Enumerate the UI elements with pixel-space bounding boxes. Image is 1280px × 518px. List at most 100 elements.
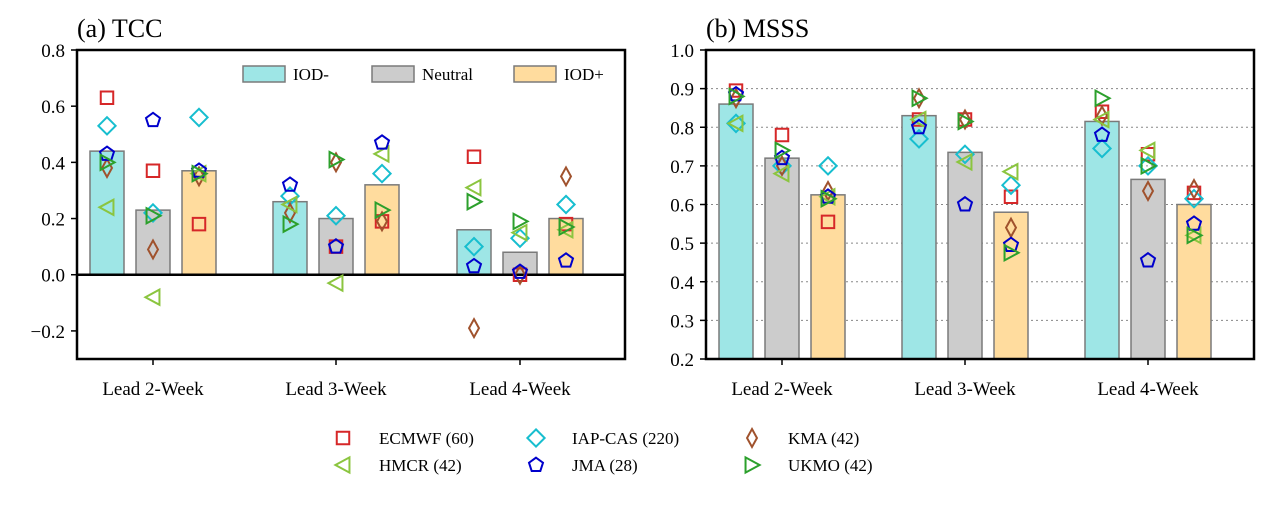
legend-label-iod: IOD+ [564,65,604,84]
tcc-xtick-label-0: Lead 2-Week [102,379,204,400]
msss-marker-iap-cas-iod-lead-4-week [1183,188,1205,209]
legend-marker-jma [527,456,545,472]
msss-bar-iod-lead-4-week [1176,203,1212,360]
msss-marker-ecmwf-iod-lead-2-week [820,214,836,230]
msss-ytick-label-7: 0.9 [670,80,694,101]
tcc-marker-jma-neutral-lead-3-week [327,238,345,254]
msss-marker-kma-neutral-lead-2-week [775,154,789,177]
msss-ytick-label-8: 1.0 [670,41,694,62]
legend-label-hmcr: HMCR (42) [379,456,462,475]
tcc-marker-ecmwf-iod-lead-4-week [466,149,482,164]
panel-msss: (b) MSSS 0.2 0.3 0.4 0.5 0.6 0.7 0.8 0.9 1.0 Lead… [670,14,1256,400]
legend-label-iap-cas: IAP-CAS (220) [572,429,679,448]
legend-marker-ecmwf [335,430,351,446]
tcc-marker-hmcr-neutral-lead-4-week [510,223,528,242]
msss-marker-iap-cas-iod-lead-2-week [817,155,839,176]
tcc-marker-jma-neutral-lead-2-week [144,111,162,128]
tcc-ytick-label-3: 0.4 [41,153,65,174]
tcc-bar-neutral-lead-3-week [318,217,354,276]
tcc-marker-hmcr-neutral-lead-2-week [143,287,161,307]
tcc-marker-ukmo-neutral-lead-4-week [512,212,530,231]
tcc-marker-jma-iod-lead-2-week [98,145,116,161]
tcc-xtick-label-2: Lead 4-Week [469,379,571,400]
tcc-xtick-label-1: Lead 3-Week [285,379,387,400]
legend-swatch-neutral [371,65,415,83]
tcc-marker-ukmo-iod-lead-3-week [282,214,300,234]
tcc-marker-ukmo-neutral-lead-3-week [328,150,346,169]
tcc-marker-hmcr-iod-lead-3-week [372,144,390,164]
tcc-marker-iap-cas-neutral-lead-3-week [325,205,347,226]
msss-marker-ukmo-neutral-lead-2-week [774,141,792,160]
tcc-marker-kma-neutral-lead-4-week [513,263,527,286]
tcc-marker-ukmo-iod-lead-4-week [558,217,576,237]
tcc-marker-ukmo-neutral-lead-2-week [145,206,163,226]
msss-xtick-label-0: Lead 2-Week [731,379,833,400]
legend-marker-hmcr [333,455,351,475]
msss-marker-iap-cas-iod-lead-4-week [1091,138,1113,159]
msss-bar-iod-lead-2-week [810,194,846,360]
tcc-marker-ukmo-iod-lead-4-week [466,192,484,211]
msss-marker-hmcr-iod-lead-2-week [726,114,744,133]
tcc-marker-iap-cas-iod-lead-4-week [555,194,577,215]
legend-label-neutral: Neutral [422,65,473,84]
msss-marker-ukmo-iod-lead-2-week [820,189,838,208]
tcc-marker-iap-cas-iod-lead-3-week [371,163,393,184]
msss-ytick-label-5: 0.7 [670,157,694,178]
msss-ytick-label-6: 0.8 [670,118,694,139]
msss-ytick-label-1: 0.3 [670,311,694,332]
tcc-marker-jma-iod-lead-4-week [557,252,575,268]
tcc-marker-jma-iod-lead-4-week [465,257,483,274]
msss-marker-ukmo-neutral-lead-3-week [957,112,975,131]
tcc-marker-jma-iod-lead-3-week [373,134,391,150]
msss-marker-ukmo-iod-lead-4-week [1186,226,1204,245]
tcc-marker-hmcr-iod-lead-4-week [556,220,574,240]
legend-marker-iap-cas [525,427,547,449]
msss-marker-iap-cas-iod-lead-3-week [908,128,930,149]
msss-marker-jma-iod-lead-4-week [1185,215,1203,231]
msss-marker-ecmwf-neutral-lead-2-week [774,127,790,143]
legend-swatch-iod [513,65,557,83]
tcc-marker-ukmo-iod-lead-3-week [374,200,392,220]
msss-bar-iod-lead-2-week [718,103,754,360]
msss-ytick-label-4: 0.6 [670,196,694,217]
panel-tcc: (a) TCC −0.2 0.0 0.2 0.4 0.6 0.8 Lead 2-Week Le… [31,14,627,400]
tcc-bar-iod-lead-4-week [456,229,492,276]
msss-bar-neutral-lead-4-week [1130,178,1166,360]
msss-marker-hmcr-iod-lead-4-week [1092,110,1110,129]
tcc-marker-kma-iod-lead-4-week [559,165,573,188]
tcc-marker-hmcr-iod-lead-3-week [280,195,298,214]
msss-marker-ukmo-iod-lead-2-week [728,87,746,106]
msss-marker-jma-neutral-lead-3-week [956,195,974,212]
msss-marker-jma-iod-lead-3-week [910,118,928,135]
tcc-legend: IOD- Neutral IOD+ [242,65,604,84]
tcc-ytick-label-1: 0.0 [41,266,65,287]
msss-bar-iod-lead-3-week [901,114,937,360]
msss-ytick-label-3: 0.5 [670,234,694,255]
tcc-marker-ecmwf-neutral-lead-2-week [145,163,161,179]
msss-bar-iod-lead-4-week [1084,120,1120,360]
msss-xtick-label-1: Lead 3-Week [914,379,1016,400]
msss-marker-hmcr-iod-lead-3-week [909,110,927,129]
legend-swatch-iod [242,65,286,83]
tcc-ytick-label-4: 0.6 [41,97,65,118]
tcc-marker-iap-cas-iod-lead-2-week [96,115,118,136]
msss-ytick-label-0: 0.2 [670,350,694,371]
msss-marker-ukmo-iod-lead-3-week [911,89,929,108]
tcc-axes-frame [75,48,627,361]
legend-label-ecmwf: ECMWF (60) [379,429,474,448]
msss-marker-hmcr-neutral-lead-2-week [772,164,790,183]
tcc-ytick-label-2: 0.2 [41,210,65,231]
msss-marker-ukmo-iod-lead-4-week [1094,89,1112,108]
tcc-marker-kma-iod-lead-3-week [375,210,389,233]
tcc-marker-hmcr-iod-lead-4-week [464,178,482,197]
tcc-marker-kma-neutral-lead-3-week [329,151,343,174]
tcc-marker-jma-neutral-lead-4-week [511,263,529,279]
msss-marker-kma-iod-lead-2-week [729,87,743,110]
tcc-bar-iod-lead-2-week [181,170,217,276]
msss-ytick-label-2: 0.4 [670,273,694,294]
legend-label-jma: JMA (28) [572,456,638,475]
msss-marker-hmcr-neutral-lead-3-week [955,152,973,172]
msss-marker-hmcr-iod-lead-3-week [1001,162,1019,181]
